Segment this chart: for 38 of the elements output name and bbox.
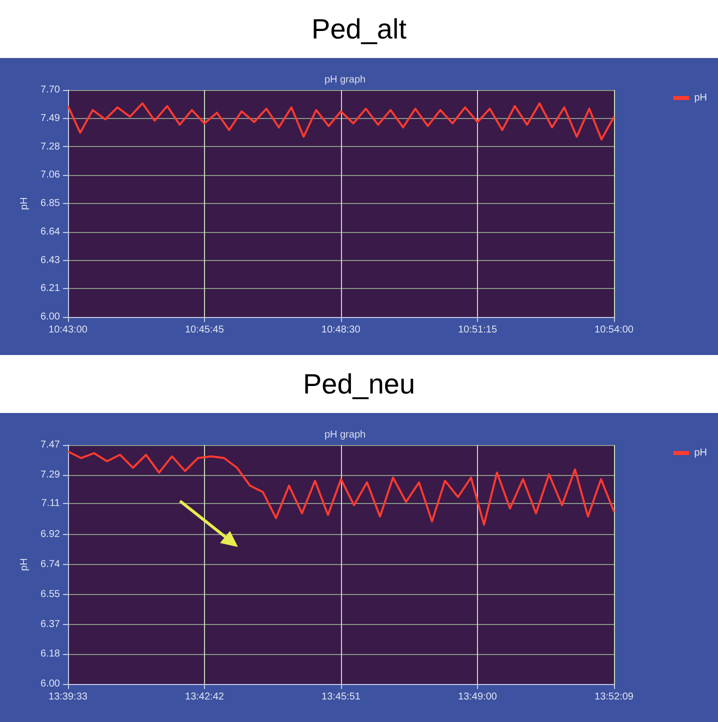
y-tick-label: 7.47 bbox=[40, 440, 60, 450]
line-series bbox=[67, 102, 615, 140]
y-tick-label: 7.11 bbox=[41, 498, 60, 510]
x-tick-label: 10:54:00 bbox=[594, 324, 634, 336]
x-tick-label: 13:49:00 bbox=[458, 692, 498, 702]
y-axis-title: pH bbox=[19, 197, 30, 210]
chart-subtitle: pH graph bbox=[324, 74, 366, 86]
line-series bbox=[67, 450, 615, 526]
x-tick-label: 10:45:45 bbox=[184, 324, 224, 336]
chart-title: Ped_alt bbox=[312, 14, 407, 44]
y-tick-label: 6.85 bbox=[40, 198, 60, 209]
y-tick-label: 7.70 bbox=[40, 84, 60, 96]
y-tick-label: 7.49 bbox=[40, 112, 60, 124]
x-tick-label: 13:45:51 bbox=[322, 692, 361, 702]
y-tick-label: 7.29 bbox=[40, 469, 60, 480]
y-tick-label: 7.06 bbox=[40, 170, 60, 181]
y-tick-label: 6.92 bbox=[40, 529, 60, 540]
chart-subtitle: pH graph bbox=[324, 430, 366, 440]
x-tick-label: 10:48:30 bbox=[321, 324, 361, 336]
y-tick-label: 6.00 bbox=[40, 312, 60, 322]
x-tick-label: 13:42:42 bbox=[185, 692, 224, 702]
x-tick-label: 13:39:33 bbox=[48, 692, 88, 702]
chart-title: Ped_neu bbox=[302, 368, 416, 400]
y-tick-label: 7.28 bbox=[40, 141, 60, 152]
y-tick-label: 6.21 bbox=[40, 283, 60, 294]
y-tick-label: 6.74 bbox=[40, 559, 60, 570]
y-tick-label: 6.18 bbox=[40, 648, 60, 660]
x-tick-label: 10:43:00 bbox=[48, 324, 88, 336]
y-tick-label: 6.37 bbox=[40, 618, 60, 630]
y-axis-title: pH bbox=[19, 558, 30, 571]
y-tick-label: 6.00 bbox=[40, 678, 60, 690]
x-tick-label: 13:52:09 bbox=[594, 692, 634, 702]
y-tick-label: 6.55 bbox=[40, 588, 60, 600]
legend-label: pH bbox=[694, 92, 708, 104]
legend-label: pH bbox=[694, 448, 708, 458]
y-tick-label: 6.43 bbox=[40, 254, 60, 266]
y-tick-label: 6.64 bbox=[40, 226, 60, 238]
x-tick-label: 10:51:15 bbox=[458, 324, 498, 336]
